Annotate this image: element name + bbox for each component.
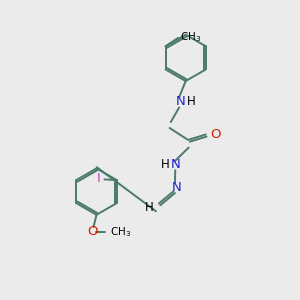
Text: O: O [87,225,98,238]
Text: I: I [97,172,100,185]
Text: N: N [176,95,185,108]
Text: CH$_3$: CH$_3$ [110,225,132,238]
Text: N: N [172,181,182,194]
Text: H: H [187,95,196,108]
Text: O: O [211,128,221,141]
Text: H: H [161,158,170,171]
Text: H: H [145,201,154,214]
Text: N: N [170,158,180,171]
Text: CH$_3$: CH$_3$ [180,31,201,44]
